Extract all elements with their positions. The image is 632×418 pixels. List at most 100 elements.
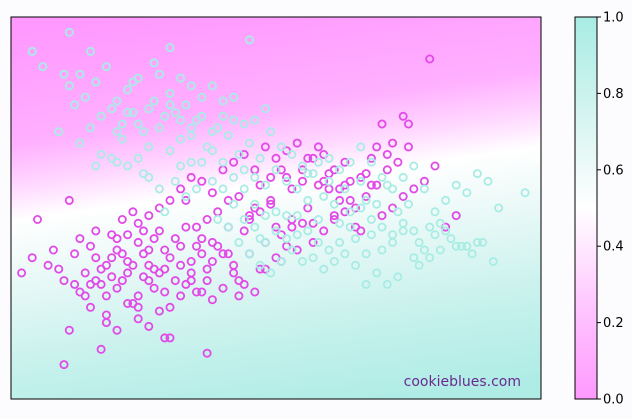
point-class-0-56 bbox=[388, 138, 398, 148]
point-class-0-153 bbox=[229, 157, 239, 167]
point-class-0-64 bbox=[80, 268, 90, 278]
point-class-1-184 bbox=[297, 256, 307, 266]
point-class-0-74 bbox=[133, 291, 143, 301]
point-class-1-86 bbox=[478, 237, 488, 247]
point-class-0-118 bbox=[372, 142, 382, 152]
point-class-1-173 bbox=[112, 157, 122, 167]
point-class-1-15 bbox=[138, 127, 148, 137]
point-class-1-127 bbox=[176, 161, 186, 171]
point-class-1-52 bbox=[287, 149, 297, 159]
point-class-1-160 bbox=[165, 100, 175, 110]
point-class-0-101 bbox=[191, 241, 201, 251]
point-class-0-4 bbox=[64, 195, 74, 205]
point-class-1-130 bbox=[207, 146, 217, 156]
point-class-1-40 bbox=[239, 119, 249, 129]
point-class-0-126 bbox=[144, 321, 154, 331]
point-class-1-33 bbox=[207, 176, 217, 186]
point-class-0-181 bbox=[303, 153, 313, 163]
point-class-1-83 bbox=[456, 241, 466, 251]
point-class-1-81 bbox=[441, 226, 451, 236]
point-class-1-85 bbox=[472, 237, 482, 247]
point-class-0-163 bbox=[149, 234, 159, 244]
point-class-1-102 bbox=[292, 184, 302, 194]
point-class-0-25 bbox=[218, 249, 228, 259]
point-class-0-53 bbox=[372, 180, 382, 190]
point-class-1-167 bbox=[239, 165, 249, 175]
point-class-1-27 bbox=[186, 81, 196, 91]
colorbar-tick-label-3: 0.6 bbox=[603, 163, 624, 178]
point-class-0-186 bbox=[356, 226, 366, 236]
point-class-1-65 bbox=[356, 176, 366, 186]
point-class-1-177 bbox=[223, 222, 233, 232]
point-class-1-76 bbox=[414, 237, 424, 247]
point-class-1-142 bbox=[335, 165, 345, 175]
point-class-0-170 bbox=[244, 214, 254, 224]
point-class-1-154 bbox=[101, 62, 111, 72]
point-class-0-176 bbox=[308, 237, 318, 247]
colorbar-tick-label-1: 0.2 bbox=[603, 316, 624, 331]
point-class-1-104 bbox=[313, 237, 323, 247]
point-class-1-1 bbox=[38, 62, 48, 72]
point-class-0-95 bbox=[128, 260, 138, 270]
point-class-1-157 bbox=[133, 119, 143, 129]
point-class-1-30 bbox=[197, 92, 207, 102]
point-class-1-198 bbox=[446, 234, 456, 244]
point-class-1-20 bbox=[160, 111, 170, 121]
point-class-1-91 bbox=[244, 35, 254, 45]
point-class-1-182 bbox=[276, 256, 286, 266]
point-class-1-165 bbox=[218, 96, 228, 106]
point-class-1-93 bbox=[128, 77, 138, 87]
point-class-1-41 bbox=[239, 184, 249, 194]
point-class-0-86 bbox=[197, 249, 207, 259]
point-class-0-195 bbox=[451, 211, 461, 221]
point-class-1-108 bbox=[356, 203, 366, 213]
point-class-0-54 bbox=[377, 119, 387, 129]
point-class-1-123 bbox=[133, 153, 143, 163]
point-class-1-3 bbox=[64, 27, 74, 37]
point-class-0-1 bbox=[33, 214, 43, 224]
point-class-0-154 bbox=[239, 149, 249, 159]
point-class-0-179 bbox=[340, 207, 350, 217]
point-class-0-141 bbox=[101, 260, 111, 270]
point-class-1-113 bbox=[409, 253, 419, 263]
point-class-0-90 bbox=[70, 279, 80, 289]
point-class-0-73 bbox=[128, 298, 138, 308]
point-class-1-148 bbox=[398, 172, 408, 182]
point-class-1-161 bbox=[176, 115, 186, 125]
point-class-0-108 bbox=[266, 172, 276, 182]
point-class-1-137 bbox=[282, 211, 292, 221]
point-class-0-129 bbox=[176, 291, 186, 301]
point-class-0-39 bbox=[292, 245, 302, 255]
point-class-1-44 bbox=[250, 199, 260, 209]
point-class-1-139 bbox=[303, 169, 313, 179]
point-class-1-188 bbox=[340, 249, 350, 259]
point-class-1-189 bbox=[350, 260, 360, 270]
point-class-0-105 bbox=[234, 191, 244, 201]
point-class-0-70 bbox=[112, 283, 122, 293]
point-class-0-17 bbox=[165, 253, 175, 263]
point-class-0-127 bbox=[154, 306, 164, 316]
point-class-1-178 bbox=[234, 237, 244, 247]
point-class-1-10 bbox=[117, 134, 127, 144]
point-class-0-97 bbox=[149, 264, 159, 274]
point-class-0-135 bbox=[239, 279, 249, 289]
point-class-1-12 bbox=[123, 161, 133, 171]
point-class-1-187 bbox=[329, 256, 339, 266]
point-class-1-193 bbox=[393, 272, 403, 282]
point-class-1-129 bbox=[197, 157, 207, 167]
point-class-1-131 bbox=[218, 184, 228, 194]
point-class-0-160 bbox=[64, 325, 74, 335]
point-class-0-61 bbox=[48, 245, 58, 255]
point-class-1-66 bbox=[361, 195, 371, 205]
point-class-1-61 bbox=[335, 218, 345, 228]
point-class-1-149 bbox=[409, 161, 419, 171]
point-class-1-5 bbox=[86, 46, 96, 56]
point-class-0-196 bbox=[117, 214, 127, 224]
point-class-1-162 bbox=[186, 123, 196, 133]
plot-frame bbox=[10, 16, 542, 400]
point-class-0-132 bbox=[207, 295, 217, 305]
point-class-0-57 bbox=[398, 111, 408, 121]
point-class-0-174 bbox=[287, 222, 297, 232]
point-class-0-102 bbox=[202, 214, 212, 224]
point-class-0-151 bbox=[207, 188, 217, 198]
